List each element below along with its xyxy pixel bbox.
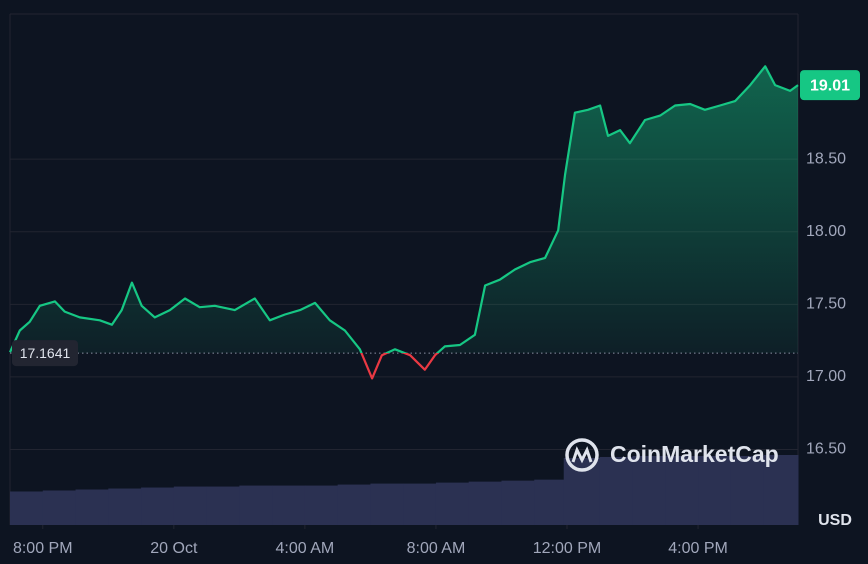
price-badge [800, 70, 860, 101]
x-tick-label: 8:00 AM [407, 540, 466, 557]
volume-bar [42, 490, 77, 525]
volume-bar [141, 487, 175, 525]
volume-bar [75, 489, 109, 525]
y-tick-label: 18.00 [806, 223, 846, 240]
price-line [8, 65, 799, 380]
currency-label: USD [818, 512, 852, 529]
volume-bar [665, 455, 699, 525]
reference-label: 17.1641 [20, 345, 71, 361]
volume-bar [108, 488, 142, 525]
x-tick-label: 8:00 PM [13, 540, 73, 557]
logo-icon-m [571, 446, 593, 464]
volume-bar [632, 455, 666, 525]
y-tick-label: 18.50 [806, 150, 846, 167]
volume-bar [468, 481, 502, 525]
y-tick-label: 17.00 [806, 368, 846, 385]
volume-bar [304, 485, 339, 525]
x-tick-label: 20 Oct [150, 540, 198, 557]
volume-bar [10, 491, 44, 525]
brand: CoinMarketCap [610, 441, 779, 467]
volume-bar [206, 486, 240, 525]
x-tick-label: 12:00 PM [533, 540, 601, 557]
volume-bar [730, 455, 765, 525]
x-tick-label: 4:00 PM [668, 540, 728, 557]
logo: CoinMarketCap [565, 438, 779, 472]
logo-icon [565, 438, 599, 472]
price-badge-label: 19.01 [810, 77, 850, 94]
y-tick-label: 17.50 [806, 296, 846, 313]
volume-bar [370, 483, 404, 525]
volume-bar [435, 482, 470, 525]
volume-bar [337, 484, 371, 525]
volume-bar [698, 455, 732, 525]
volume-bar [239, 485, 273, 525]
price-area [10, 66, 798, 354]
reference-badge [12, 340, 78, 367]
volume-bar [173, 486, 208, 525]
volume-bar [272, 485, 306, 525]
y-tick-label: 16.50 [806, 441, 846, 458]
volume-bar [599, 456, 634, 525]
volume-bar [763, 455, 799, 525]
volume-bar [534, 479, 565, 525]
volume-bar [403, 483, 437, 525]
volume-bar [563, 457, 601, 525]
volume-bar [501, 480, 535, 525]
x-tick-label: 4:00 AM [276, 540, 335, 557]
